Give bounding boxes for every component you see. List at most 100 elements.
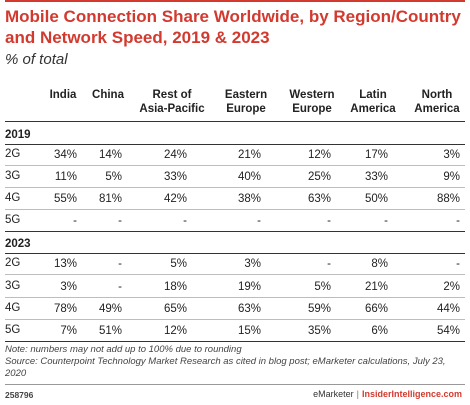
- table-cell: 81%: [98, 193, 122, 205]
- table-cell: 40%: [237, 171, 261, 183]
- chart-subtitle: % of total: [5, 51, 68, 68]
- table-cell: 5%: [314, 281, 331, 293]
- column-header-line: China: [92, 89, 124, 101]
- table-cell: -: [118, 281, 122, 293]
- column-header-line: Western: [289, 89, 335, 101]
- row-label: 2G: [5, 257, 21, 269]
- row-label: 3G: [5, 170, 21, 182]
- chart-notes: Note: numbers may not add up to 100% due…: [5, 344, 465, 380]
- row-divider: [5, 209, 465, 210]
- table-cell: 18%: [163, 281, 187, 293]
- brand-footer: eMarketer | InsiderIntelligence.com: [313, 389, 462, 399]
- column-header-line: Eastern: [224, 89, 268, 101]
- chart-id: 258796: [5, 390, 34, 400]
- table-cell: -: [456, 215, 460, 227]
- year-rule: [5, 253, 465, 254]
- column-header-line: Europe: [292, 103, 332, 115]
- table-cell: 7%: [60, 325, 77, 337]
- table-cell: 2%: [443, 281, 460, 293]
- table-cell: 9%: [443, 171, 460, 183]
- table-cell: -: [118, 215, 122, 227]
- row-label: 4G: [5, 302, 21, 314]
- table-cell: 12%: [163, 325, 187, 337]
- row-label: 5G: [5, 214, 21, 226]
- column-header: Rest of Asia-Pacific: [132, 88, 212, 116]
- column-header: Eastern Europe: [206, 88, 286, 116]
- table-cell: 24%: [163, 149, 187, 161]
- table-cell: 38%: [237, 193, 261, 205]
- table-cell: 51%: [98, 325, 122, 337]
- column-header-line: Asia-Pacific: [139, 103, 205, 115]
- table-cell: 33%: [364, 171, 388, 183]
- row-divider: [5, 319, 465, 320]
- note-line: Note: numbers may not add up to 100% due…: [5, 344, 242, 355]
- column-header: Latin America: [333, 88, 413, 116]
- column-header-line: Latin: [359, 89, 387, 101]
- table-cell: 15%: [237, 325, 261, 337]
- table-cell: 66%: [364, 303, 388, 315]
- table-cell: -: [456, 258, 460, 270]
- table-cell: 14%: [98, 149, 122, 161]
- table-cell: -: [327, 215, 331, 227]
- table-cell: 33%: [163, 171, 187, 183]
- table-cell: 55%: [53, 193, 77, 205]
- table-cell: 5%: [105, 171, 122, 183]
- column-header-line: Europe: [226, 103, 266, 115]
- row-label: 4G: [5, 192, 21, 204]
- column-header-line: America: [414, 103, 460, 115]
- table-cell: -: [257, 215, 261, 227]
- table-cell: 65%: [163, 303, 187, 315]
- year-label: 2023: [5, 238, 31, 250]
- year-rule: [5, 144, 465, 145]
- table-cell: 42%: [163, 193, 187, 205]
- row-divider: [5, 297, 465, 298]
- table-cell: 3%: [443, 149, 460, 161]
- table-cell: 59%: [307, 303, 331, 315]
- table-cell: 19%: [237, 281, 261, 293]
- header-rule: [5, 121, 465, 122]
- top-accent-rule: [5, 0, 465, 2]
- table-cell: 21%: [364, 281, 388, 293]
- table-cell: 17%: [364, 149, 388, 161]
- footer-rule: [5, 384, 465, 385]
- table-cell: 13%: [53, 258, 77, 270]
- group-divider: [5, 231, 465, 232]
- table-cell: 6%: [371, 325, 388, 337]
- table-cell: 3%: [244, 258, 261, 270]
- table-cell: -: [118, 258, 122, 270]
- table-cell: -: [327, 258, 331, 270]
- table-cell: -: [183, 215, 187, 227]
- table-cell: 50%: [364, 193, 388, 205]
- table-cell: -: [73, 215, 77, 227]
- table-cell: 49%: [98, 303, 122, 315]
- source-line: Source: Counterpoint Technology Market R…: [5, 356, 446, 379]
- table-cell: 35%: [307, 325, 331, 337]
- table-cell: 54%: [436, 325, 460, 337]
- column-header: North America: [397, 88, 470, 116]
- row-divider: [5, 187, 465, 188]
- table-cell: -: [384, 215, 388, 227]
- column-header-line: America: [350, 103, 396, 115]
- table-cell: 25%: [307, 171, 331, 183]
- brand-emarketer: eMarketer: [313, 389, 354, 399]
- row-label: 2G: [5, 148, 21, 160]
- table-cell: 5%: [170, 258, 187, 270]
- table-cell: 78%: [53, 303, 77, 315]
- table-cell: 44%: [436, 303, 460, 315]
- table-cell: 34%: [53, 149, 77, 161]
- row-label: 3G: [5, 280, 21, 292]
- table-cell: 63%: [307, 193, 331, 205]
- column-header-line: North: [421, 89, 453, 101]
- chart-title: Mobile Connection Share Worldwide, by Re…: [5, 7, 461, 47]
- table-cell: 12%: [307, 149, 331, 161]
- column-header-line: Rest of: [152, 89, 192, 101]
- brand-separator: |: [356, 389, 359, 399]
- row-label: 5G: [5, 324, 21, 336]
- brand-insider-intelligence: InsiderIntelligence.com: [361, 389, 462, 399]
- table-cell: 8%: [371, 258, 388, 270]
- year-label: 2019: [5, 129, 31, 141]
- table-cell: 88%: [436, 193, 460, 205]
- column-header: Western Europe: [272, 88, 352, 116]
- table-bottom-rule: [5, 341, 465, 342]
- column-header: India: [23, 88, 103, 102]
